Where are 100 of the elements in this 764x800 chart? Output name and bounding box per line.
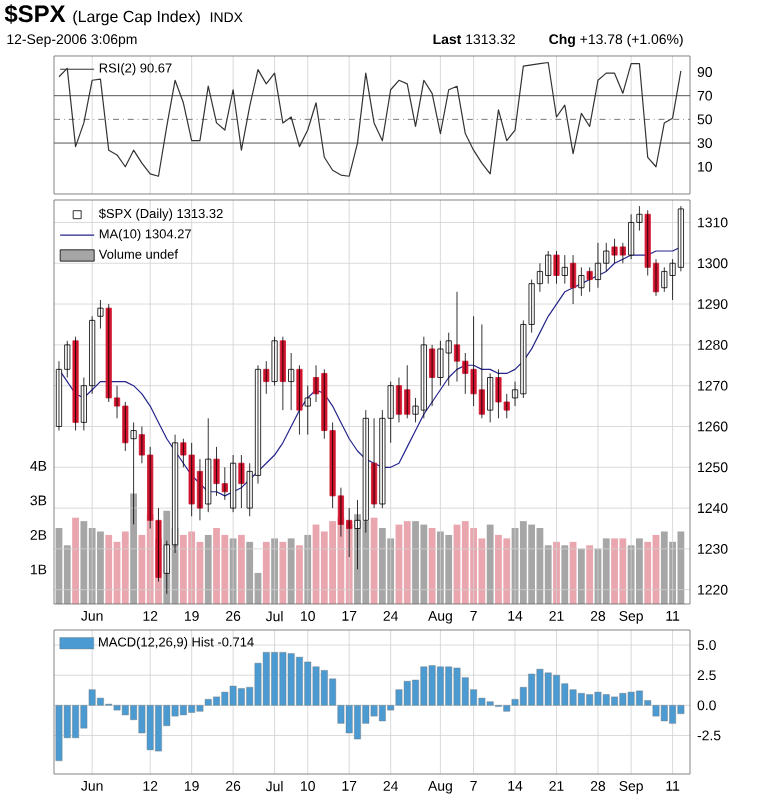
bar — [403, 681, 411, 706]
bar — [445, 534, 453, 604]
bar — [130, 493, 137, 604]
bar — [461, 521, 469, 604]
candlestick — [445, 332, 452, 387]
candlestick — [213, 446, 220, 497]
candlestick — [495, 368, 502, 419]
candlestick — [603, 242, 610, 272]
bar — [495, 534, 502, 604]
bar — [602, 694, 610, 706]
candlestick — [437, 340, 444, 387]
bar — [636, 538, 643, 604]
bar — [586, 694, 594, 706]
bar — [644, 541, 652, 604]
candlestick — [404, 364, 411, 419]
candlestick — [304, 385, 311, 436]
bar — [246, 541, 254, 604]
bar — [412, 521, 419, 604]
candlestick — [296, 364, 303, 436]
candlestick — [470, 315, 477, 407]
candlestick — [561, 254, 568, 285]
candlestick — [553, 250, 560, 285]
bar — [503, 705, 511, 712]
bar — [238, 534, 245, 604]
bar — [602, 538, 610, 604]
bar — [221, 534, 229, 604]
bar — [420, 524, 428, 604]
bar — [262, 652, 270, 706]
bar — [619, 538, 627, 604]
bar — [378, 528, 386, 604]
bar — [279, 541, 287, 604]
bar — [519, 521, 527, 604]
line-series — [58, 61, 682, 177]
bar — [445, 666, 453, 706]
bar — [105, 534, 113, 604]
bar — [296, 545, 303, 604]
bar — [329, 521, 337, 604]
bar — [287, 653, 295, 706]
bar — [619, 693, 627, 706]
bar — [320, 670, 328, 706]
bar — [478, 697, 486, 706]
bar — [262, 541, 270, 604]
bar — [536, 668, 544, 706]
bar — [304, 661, 312, 706]
bar — [229, 685, 237, 706]
candlestick — [188, 442, 195, 517]
bar — [453, 667, 461, 706]
bar — [586, 545, 594, 604]
bar — [188, 705, 196, 713]
bar — [345, 705, 353, 734]
bar — [221, 691, 229, 706]
bar — [652, 705, 660, 717]
bar — [528, 524, 536, 604]
bar — [677, 531, 685, 604]
candlestick — [105, 303, 112, 403]
bar — [611, 538, 618, 604]
bar — [561, 545, 569, 604]
candlestick — [578, 266, 585, 297]
bar — [561, 683, 569, 706]
candlestick — [545, 250, 552, 285]
chart-title: $SPX — [4, 4, 66, 24]
bar — [420, 666, 428, 706]
candlestick — [271, 336, 278, 387]
bar — [544, 672, 552, 706]
candlestick — [462, 352, 469, 395]
candlestick — [586, 266, 593, 293]
bar — [213, 528, 220, 604]
bar — [121, 705, 129, 716]
bar — [577, 548, 585, 604]
candlestick — [97, 299, 104, 329]
bar — [55, 705, 63, 761]
candlestick — [238, 454, 245, 509]
bar — [627, 691, 635, 706]
bar — [594, 691, 602, 706]
bar — [370, 705, 378, 717]
bar — [146, 705, 154, 751]
bar — [569, 689, 577, 706]
candlestick — [611, 238, 618, 264]
bar — [486, 524, 494, 604]
candlestick — [661, 266, 668, 293]
bar — [428, 528, 436, 604]
bar — [72, 517, 79, 604]
bar — [113, 705, 121, 711]
bar — [395, 689, 403, 706]
bar — [660, 531, 668, 604]
bar — [80, 521, 88, 604]
bar — [121, 531, 129, 604]
bar — [403, 521, 411, 604]
bar — [428, 665, 436, 706]
bar — [312, 666, 320, 706]
bar — [196, 705, 204, 712]
bar — [660, 705, 668, 722]
bar — [179, 534, 187, 604]
bar — [279, 652, 287, 706]
candlestick — [72, 336, 79, 431]
bar — [503, 538, 511, 604]
candlestick — [122, 401, 129, 452]
bar — [287, 538, 295, 604]
bar — [204, 699, 212, 706]
bar — [97, 531, 104, 604]
